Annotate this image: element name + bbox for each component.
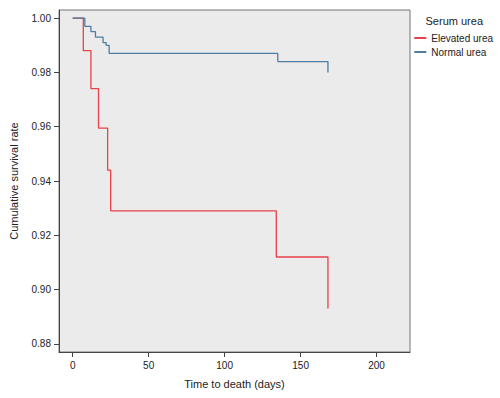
svg-text:0: 0 [70,360,76,371]
svg-text:Elevated urea: Elevated urea [431,33,493,44]
svg-text:0.92: 0.92 [32,230,52,241]
svg-text:Cumulative survival rate: Cumulative survival rate [8,122,20,239]
svg-text:200: 200 [368,360,385,371]
svg-text:1.00: 1.00 [32,13,52,24]
svg-text:Time to death (days): Time to death (days) [184,378,284,390]
svg-text:Serum urea: Serum urea [426,15,484,27]
svg-text:50: 50 [143,360,155,371]
svg-text:0.94: 0.94 [32,176,52,187]
svg-text:0.98: 0.98 [32,67,52,78]
svg-text:Normal urea: Normal urea [431,47,486,58]
svg-text:0.90: 0.90 [32,284,52,295]
svg-text:0.88: 0.88 [32,338,52,349]
svg-text:150: 150 [292,360,309,371]
svg-text:0.96: 0.96 [32,121,52,132]
svg-text:100: 100 [216,360,233,371]
